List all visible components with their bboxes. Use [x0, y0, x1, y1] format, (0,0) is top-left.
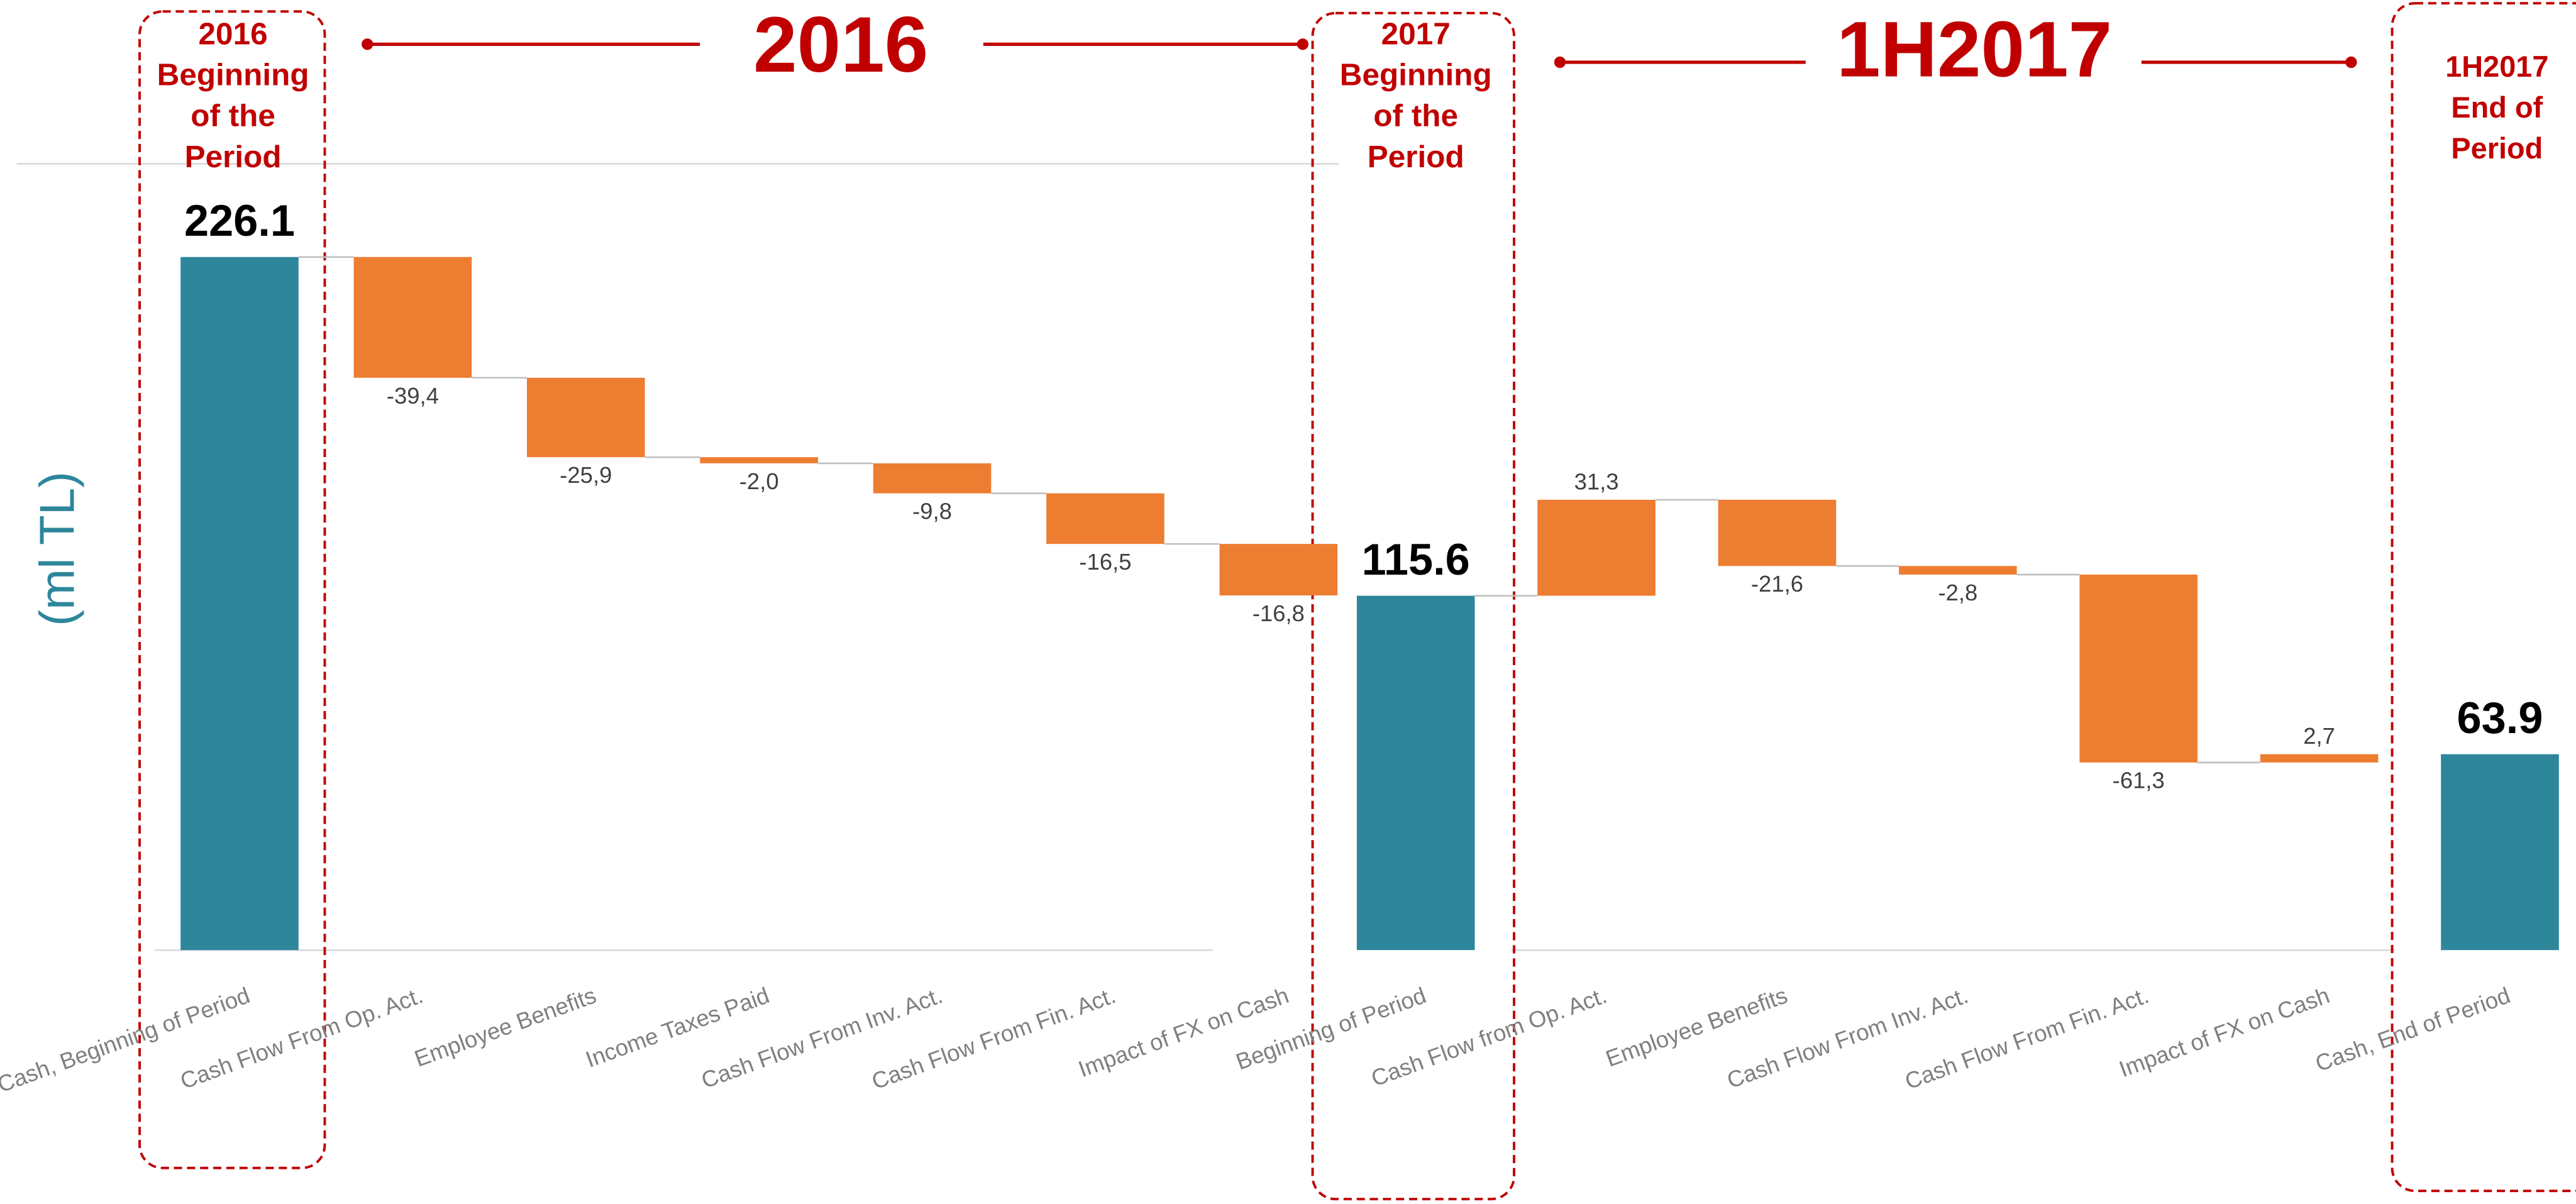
y-axis-label: (ml TL): [30, 472, 85, 626]
bar: [873, 463, 992, 494]
box-label: 2017: [1381, 16, 1451, 51]
box-label: of the: [1373, 99, 1458, 133]
box-label: End of: [2451, 91, 2543, 124]
box-label: 1H2017: [2445, 50, 2548, 83]
data-label: -61,3: [2113, 768, 2165, 793]
bar: [180, 257, 299, 951]
bar: [700, 457, 818, 463]
box-label: of the: [191, 99, 275, 133]
data-label: -2,8: [1938, 580, 1977, 605]
bar: [2260, 754, 2379, 763]
data-label: -2,0: [739, 468, 779, 494]
data-label: 31,3: [1574, 469, 1619, 495]
bar: [527, 377, 645, 458]
x-tick-label: Employee Benefits: [411, 982, 600, 1072]
data-label: -16,8: [1252, 600, 1305, 626]
bar: [1718, 499, 1837, 566]
data-label: -16,5: [1079, 549, 1131, 575]
data-label: 2,7: [2303, 723, 2335, 749]
bar: [2441, 754, 2559, 951]
box-label: Beginning: [157, 58, 309, 92]
bar: [2079, 574, 2198, 763]
bar: [1899, 566, 2017, 575]
bar: [1356, 595, 1475, 951]
box-label: Period: [2451, 132, 2543, 165]
box-label: Beginning: [1340, 58, 1492, 92]
data-label: -25,9: [560, 462, 612, 488]
bar: [1219, 544, 1338, 596]
bar: [1046, 493, 1164, 544]
x-tick-label: Cash, End of Period: [2312, 982, 2514, 1076]
data-label: -21,6: [1751, 571, 1803, 597]
total-label: 63.9: [2457, 693, 2543, 743]
total-label: 115.6: [1362, 534, 1470, 584]
bar: [353, 257, 472, 378]
data-label: -39,4: [387, 383, 439, 409]
period-title: 2016: [753, 1, 928, 89]
data-label: -9,8: [912, 499, 952, 524]
box-label: 2016: [199, 16, 268, 51]
highlight-boxes: [138, 2, 2576, 1201]
box-label: Period: [1368, 140, 1464, 174]
box-label: Period: [185, 140, 282, 174]
period-title: 1H2017: [1837, 6, 2112, 94]
total-label: 226.1: [184, 196, 295, 245]
period-lines: [362, 38, 2357, 69]
bar: [1537, 499, 1656, 596]
